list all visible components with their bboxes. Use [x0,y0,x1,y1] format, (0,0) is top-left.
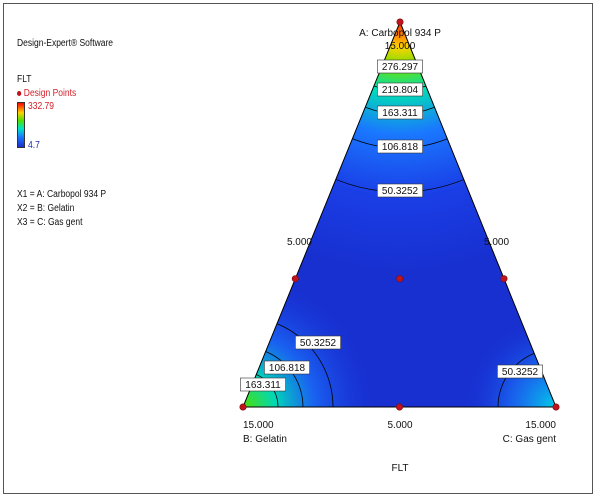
design-point [291,275,299,283]
colorbar-min: 4.7 [28,140,40,151]
comp-a-label: A: Carbopol 934 P [359,28,441,39]
plot-frame [3,3,593,494]
svg-text:219.804: 219.804 [382,85,419,96]
contour-label: 50.3252 [377,183,423,198]
svg-text:106.818: 106.818 [382,142,419,153]
design-point [395,403,403,411]
svg-text:50.3252: 50.3252 [502,367,539,378]
svg-text:50.3252: 50.3252 [300,338,337,349]
contour-label: 163.311 [377,105,423,120]
contour-label: 219.804 [377,82,423,97]
design-point-marker-icon [17,90,22,96]
factor-x2: X2 = B: Gelatin [17,203,75,214]
contour-label: 106.818 [264,360,310,375]
left-edge-value: 5.000 [287,237,312,248]
design-points-legend: Design Points [17,88,76,99]
contour-label: 50.3252 [295,335,341,350]
contour-label: 50.3252 [497,364,543,379]
factor-x1: X1 = A: Carbopol 934 P [17,189,107,200]
contour-label: 106.818 [377,139,423,154]
comp-b-label: B: Gelatin [243,434,287,445]
design-point [396,18,404,26]
design-point [500,275,508,283]
svg-text:163.311: 163.311 [245,380,281,391]
design-point [396,275,404,283]
contour-label: 163.311 [240,377,286,392]
right-edge-value: 5.000 [484,237,509,248]
response-name: FLT [17,74,32,85]
comp-c-label: C: Gas gent [503,434,557,445]
svg-text:163.311: 163.311 [382,108,418,119]
colorbar [17,102,25,148]
design-point [552,403,560,411]
colorbar-max: 332.79 [28,101,55,112]
vertex-right-value: 15.000 [525,420,556,431]
factor-x3: X3 = C: Gas gent [17,217,83,228]
vertex-top-value: 15.000 [385,41,416,52]
design-points-label: Design Points [23,88,77,99]
bottom-edge-value: 5.000 [387,420,412,431]
svg-text:50.3252: 50.3252 [382,186,419,197]
design-point [239,403,247,411]
software-name: Design-Expert® Software [17,38,114,49]
contour-label: 276.297 [377,59,423,74]
svg-text:106.818: 106.818 [269,363,306,374]
svg-text:276.297: 276.297 [382,62,419,73]
chart-title: FLT [391,463,408,474]
vertex-left-value: 15.000 [243,420,274,431]
